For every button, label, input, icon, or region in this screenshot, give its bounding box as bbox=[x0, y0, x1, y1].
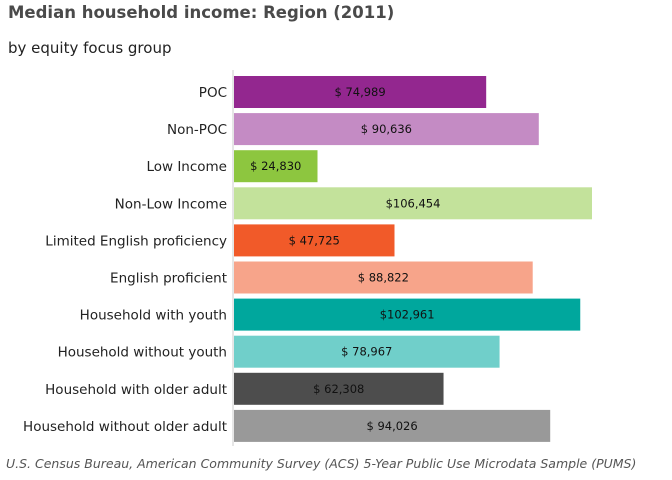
bar-5 bbox=[234, 261, 533, 294]
bar-1 bbox=[234, 113, 539, 146]
chart-title: Median household income: Region (2011) bbox=[8, 3, 395, 22]
value-label: $106,454 bbox=[386, 196, 441, 210]
value-label: $ 78,967 bbox=[341, 345, 392, 359]
category-label: Non-Low Income bbox=[115, 196, 227, 212]
chart-subtitle: by equity focus group bbox=[8, 39, 172, 57]
category-label: Low Income bbox=[146, 159, 227, 175]
bar-4 bbox=[234, 224, 395, 257]
value-label: $102,961 bbox=[380, 308, 435, 322]
bar-2 bbox=[234, 150, 318, 183]
bar-7 bbox=[234, 335, 500, 368]
category-label: Household without older adult bbox=[23, 419, 227, 435]
value-label: $ 94,026 bbox=[366, 419, 417, 433]
category-label: Non-POC bbox=[167, 122, 227, 138]
category-label: English proficient bbox=[110, 271, 227, 287]
category-label: Household without youth bbox=[58, 345, 227, 361]
bar-0 bbox=[234, 76, 487, 108]
category-label: Household with youth bbox=[80, 308, 227, 324]
value-label: $ 88,822 bbox=[358, 271, 409, 285]
value-label: $ 24,830 bbox=[250, 159, 301, 173]
bar-3 bbox=[234, 187, 592, 220]
bars-group: POC $ 74,989 Non-POC $ 90,636 Low Income $ 24… bbox=[23, 76, 592, 442]
bar-8 bbox=[234, 372, 444, 405]
category-label: Household with older adult bbox=[45, 382, 227, 398]
value-label: $ 74,989 bbox=[334, 85, 385, 99]
value-label: $ 62,308 bbox=[313, 382, 364, 396]
value-label: $ 90,636 bbox=[361, 122, 412, 136]
source-caption: U.S. Census Bureau, American Community S… bbox=[6, 456, 637, 471]
category-label: Limited English proficiency bbox=[45, 233, 227, 249]
bar-6 bbox=[234, 298, 581, 331]
bar-9 bbox=[234, 409, 551, 442]
value-label: $ 47,725 bbox=[289, 233, 340, 247]
category-label: POC bbox=[199, 85, 227, 101]
